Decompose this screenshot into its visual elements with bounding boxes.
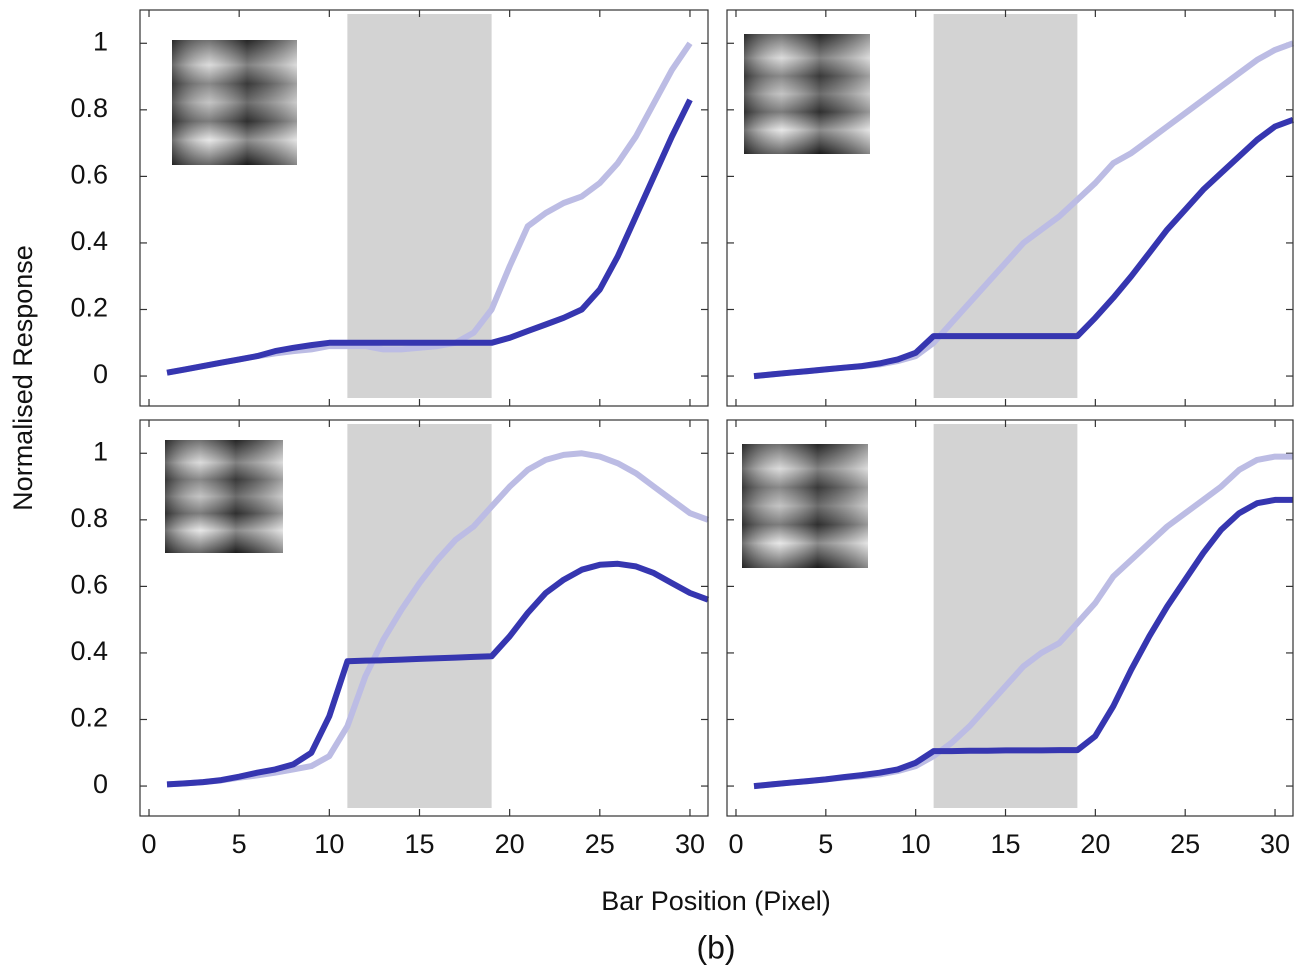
x-tick-label: 25 (1170, 829, 1200, 859)
series-line (753, 116, 1295, 380)
x-tick-label: 5 (818, 829, 833, 859)
x-axis-label: Bar Position (Pixel) (601, 886, 831, 916)
y-tick-label: 0.8 (70, 93, 108, 123)
y-tick-label: 0.4 (70, 636, 108, 666)
y-tick-label: 0.2 (70, 703, 108, 733)
inset-image-shade (172, 40, 297, 165)
x-tick-label: 5 (232, 829, 247, 859)
y-tick-label: 0.6 (70, 160, 108, 190)
shaded-span (933, 424, 1078, 808)
y-tick-label: 0 (93, 769, 108, 799)
x-tick-label: 20 (495, 829, 525, 859)
x-tick-label: 15 (990, 829, 1020, 859)
y-tick-label: 0 (93, 359, 108, 389)
caption: (b) (696, 929, 735, 965)
x-tick-label: 30 (1260, 829, 1290, 859)
y-tick-label: 0.6 (70, 570, 108, 600)
y-tick-label: 0.4 (70, 226, 108, 256)
x-tick-label: 25 (585, 829, 615, 859)
x-tick-label: 20 (1080, 829, 1110, 859)
x-tick-label: 0 (728, 829, 743, 859)
y-axis-label: Normalised Response (8, 245, 38, 511)
insets (165, 34, 870, 568)
y-tick-label: 1 (93, 436, 108, 466)
x-tick-label: 30 (675, 829, 705, 859)
inset-image-shade (744, 34, 870, 154)
x-tick-label: 10 (314, 829, 344, 859)
plot-frame (139, 9, 709, 407)
plot-frame (726, 419, 1294, 817)
series-line (166, 98, 693, 376)
plot-frame (139, 419, 709, 817)
x-tick-label: 0 (142, 829, 157, 859)
shaded-span (933, 14, 1078, 398)
x-tick-label: 10 (901, 829, 931, 859)
series-line (166, 560, 710, 788)
y-tick-label: 0.2 (70, 293, 108, 323)
series-line (753, 496, 1293, 790)
y-tick-label: 0.8 (70, 503, 108, 533)
inset-image-shade (742, 444, 868, 568)
y-tick-label: 1 (93, 26, 108, 56)
shaded-span (347, 424, 492, 808)
plot-frame (726, 9, 1294, 407)
x-tick-label: 15 (404, 829, 434, 859)
inset-image-shade (165, 440, 283, 553)
